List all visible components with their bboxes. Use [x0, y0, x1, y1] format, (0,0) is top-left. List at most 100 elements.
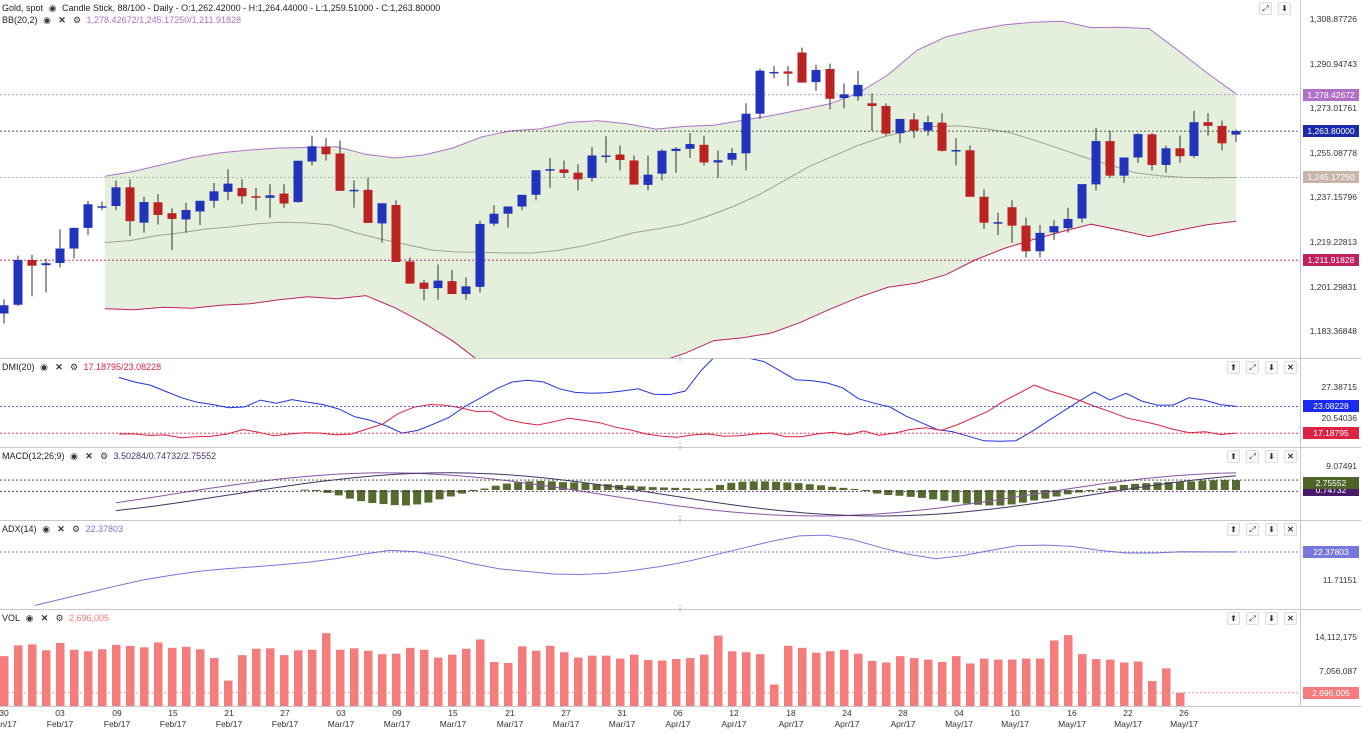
- arrow-down-icon[interactable]: ⬇: [1265, 612, 1278, 625]
- volume-bar: [238, 655, 247, 706]
- volume-bar: [854, 653, 863, 706]
- arrow-down-icon[interactable]: ⬇: [1278, 2, 1291, 15]
- pane-resize-handle[interactable]: ⋮: [676, 353, 684, 362]
- pane-resize-handle[interactable]: ⋮: [676, 604, 684, 613]
- macd-histogram-bar: [570, 482, 579, 490]
- candle-body: [251, 196, 261, 198]
- date-tick-label: 04 May/17: [939, 708, 979, 730]
- expand-icon[interactable]: ⤢: [1246, 361, 1259, 374]
- macd-histogram-bar: [379, 490, 388, 505]
- macd-histogram-bar: [1052, 490, 1061, 497]
- candle-body: [517, 194, 527, 207]
- arrow-down-icon[interactable]: ⬇: [1265, 523, 1278, 536]
- expand-icon[interactable]: ⤢: [1246, 612, 1259, 625]
- volume-bar: [280, 655, 289, 706]
- expand-icon[interactable]: ⤢: [1259, 2, 1272, 15]
- candle-body: [965, 150, 975, 197]
- close-icon[interactable]: ✕: [57, 523, 65, 534]
- eye-icon[interactable]: ◉: [40, 361, 48, 372]
- candle-body: [671, 148, 681, 152]
- date-tick-month: Apr/17: [890, 719, 916, 729]
- macd-histogram-bar: [558, 482, 567, 490]
- macd-histogram-bar: [1198, 480, 1207, 490]
- arrow-down-icon[interactable]: ⬇: [1265, 450, 1278, 463]
- instrument-title: Gold, spot: [2, 3, 44, 13]
- date-tick-month: May/17: [1114, 719, 1142, 729]
- macd-histogram-bar: [772, 481, 781, 490]
- close-icon[interactable]: ✕: [1284, 361, 1297, 374]
- volume-bar: [126, 645, 135, 706]
- macd-histogram-bar: [1131, 483, 1140, 490]
- gear-icon[interactable]: ⚙: [55, 612, 64, 623]
- volume-bar: [728, 651, 737, 706]
- date-tick-month: Mar/17: [439, 719, 467, 729]
- arrow-up-icon[interactable]: ⬆: [1227, 612, 1240, 625]
- gear-icon[interactable]: ⚙: [69, 361, 79, 372]
- close-icon[interactable]: ✕: [55, 361, 63, 372]
- gear-icon[interactable]: ⚙: [71, 523, 81, 534]
- eye-icon[interactable]: ◉: [70, 450, 78, 461]
- arrow-up-icon[interactable]: ⬆: [1227, 523, 1240, 536]
- macd-histogram-bar: [1108, 486, 1117, 490]
- arrow-down-icon[interactable]: ⬇: [1265, 361, 1278, 374]
- macd-histogram-bar: [491, 485, 500, 490]
- candle-body: [83, 204, 93, 228]
- close-icon[interactable]: ✕: [85, 450, 93, 461]
- volume-bar: [658, 660, 667, 706]
- eye-icon[interactable]: ◉: [43, 14, 51, 25]
- pane-resize-handle[interactable]: ⋮: [676, 442, 684, 451]
- volume-pane: VOL ◉ ✕ ⚙ 2,696,005 ⬆ ⤢ ⬇ ✕ 14,112,175 7,…: [0, 610, 1361, 707]
- adx-plot-area[interactable]: [0, 521, 1301, 609]
- arrow-up-icon[interactable]: ⬆: [1227, 361, 1240, 374]
- close-icon[interactable]: ✕: [1284, 450, 1297, 463]
- candle-body: [895, 118, 905, 134]
- macd-histogram-bar: [592, 483, 601, 490]
- volume-bar: [308, 649, 317, 706]
- dmi-pane: DMI(20) ◉ ✕ ⚙ 17.18795/23.08228 ⬆ ⤢ ⬇ ✕ …: [0, 359, 1361, 448]
- close-icon[interactable]: ✕: [1284, 523, 1297, 536]
- date-tick-label: 27 Mar/17: [546, 708, 586, 730]
- expand-icon[interactable]: ⤢: [1246, 523, 1259, 536]
- arrow-up-icon[interactable]: ⬆: [1227, 450, 1240, 463]
- close-icon[interactable]: ✕: [1284, 612, 1297, 625]
- candle-body: [1203, 122, 1213, 126]
- macd-histogram-bar: [917, 490, 926, 498]
- eye-icon[interactable]: ◉: [42, 523, 50, 534]
- macd-histogram-bar: [1074, 490, 1083, 493]
- date-tick-month: Feb/17: [46, 719, 74, 729]
- macd-histogram-bar: [435, 490, 444, 500]
- macd-histogram-bar: [760, 481, 769, 490]
- candle-body: [475, 223, 485, 287]
- volume-plot-area[interactable]: [0, 610, 1301, 706]
- price-plot-area[interactable]: [0, 0, 1301, 358]
- macd-plot-area[interactable]: [0, 448, 1301, 520]
- candle-body: [363, 189, 373, 223]
- eye-icon[interactable]: ◉: [25, 612, 34, 623]
- expand-icon[interactable]: ⤢: [1246, 450, 1259, 463]
- candle-body: [937, 122, 947, 151]
- eye-icon[interactable]: ◉: [48, 2, 57, 13]
- macd-histogram-bar: [1175, 481, 1184, 490]
- dmi-chart-svg: [0, 359, 1300, 442]
- dmi-plot-area[interactable]: [0, 359, 1301, 447]
- candle-body: [951, 150, 961, 152]
- price-tick-label: 1,237.15796: [1309, 192, 1357, 203]
- date-tick-day: 15: [168, 708, 178, 718]
- macd-histogram-bar: [906, 490, 915, 497]
- bb-label: BB(20,2): [2, 15, 38, 25]
- macd-histogram-bar: [469, 490, 478, 492]
- date-tick-day: 24: [842, 708, 852, 718]
- macd-histogram-bar: [873, 490, 882, 494]
- date-tick-day: 09: [112, 708, 122, 718]
- macd-histogram-bar: [1220, 479, 1229, 490]
- macd-histogram-bar: [1164, 482, 1173, 490]
- gear-icon[interactable]: ⚙: [72, 14, 82, 25]
- gear-icon[interactable]: ⚙: [99, 450, 109, 461]
- volume-bar: [504, 662, 513, 706]
- close-icon[interactable]: ✕: [58, 14, 66, 25]
- pane-resize-handle[interactable]: ⋮: [676, 515, 684, 524]
- price-tick-label: 1,219.22813: [1309, 237, 1357, 247]
- volume-bar: [742, 652, 751, 706]
- candle-body: [209, 191, 219, 201]
- close-icon[interactable]: ✕: [40, 612, 49, 623]
